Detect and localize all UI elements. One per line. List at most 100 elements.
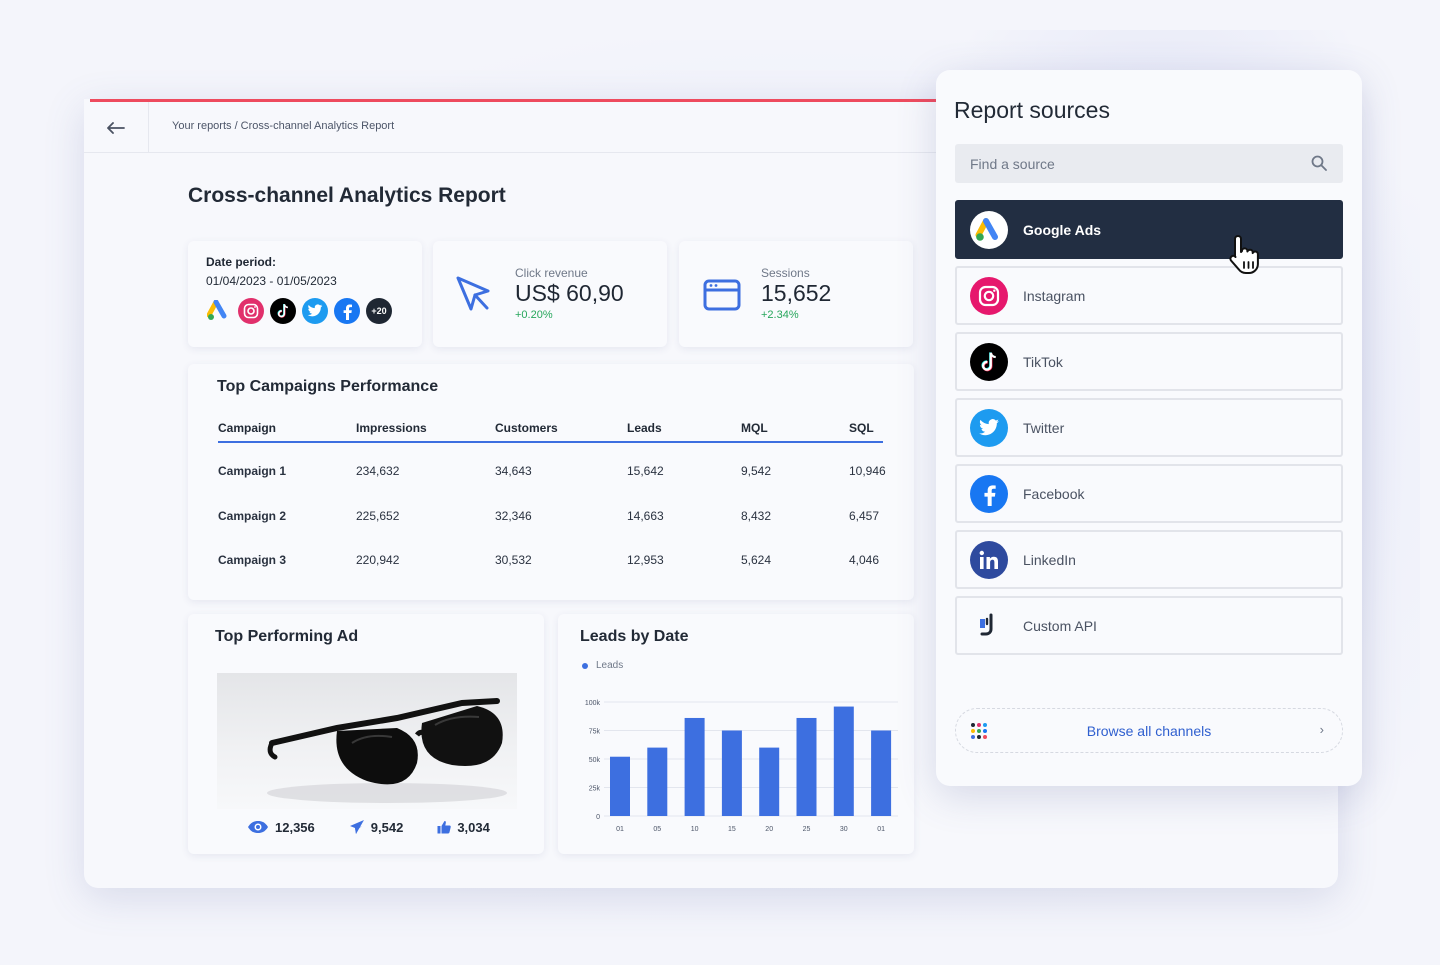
chart-bar[interactable] xyxy=(647,747,668,816)
x-tick-label: 15 xyxy=(728,826,736,833)
table-cell: 14,663 xyxy=(627,509,664,523)
x-tick-label: 05 xyxy=(653,826,661,833)
source-search-input[interactable] xyxy=(955,144,1343,183)
source-item-tiktok[interactable]: TikTok xyxy=(955,332,1343,391)
legend-swatch xyxy=(582,662,588,669)
instagram-icon xyxy=(238,298,264,324)
arrow-left-icon xyxy=(107,121,125,134)
table-cell: 12,953 xyxy=(627,553,664,567)
y-tick-label: 100k xyxy=(585,700,601,707)
table-header-sql[interactable]: SQL xyxy=(849,421,874,435)
thumbs-up-icon xyxy=(437,821,452,834)
source-item-twitter[interactable]: Twitter xyxy=(955,398,1343,457)
leads-bar-chart: 0 25k 50k 75k 100k 01 05 10 15 20 25 30 01 xyxy=(585,700,898,833)
y-tick-label: 25k xyxy=(589,786,601,793)
source-label: Twitter xyxy=(1023,419,1065,436)
x-tick-label: 10 xyxy=(691,826,699,833)
table-cell: 34,643 xyxy=(495,464,532,478)
click-revenue-delta: +0.20% xyxy=(515,309,553,321)
browser-window-icon xyxy=(703,279,741,316)
click-revenue-label: Click revenue xyxy=(515,266,588,280)
source-label: Instagram xyxy=(1023,287,1086,304)
x-tick-label: 20 xyxy=(765,826,773,833)
linkedin-icon xyxy=(970,540,1008,579)
search-icon[interactable] xyxy=(1311,155,1327,171)
more-channels-badge[interactable]: +20 xyxy=(366,298,392,324)
table-cell: Campaign 3 xyxy=(218,553,287,567)
ad-stats: 12,356 9,542 3,034 xyxy=(247,819,490,835)
sessions-label: Sessions xyxy=(761,266,810,280)
leads-by-date-card: Leads by Date Leads 0 25k 50k 75k 100k 01 05 10… xyxy=(558,614,914,854)
legend-label-leads: Leads xyxy=(596,660,624,671)
table-cell: 15,642 xyxy=(627,464,664,478)
back-button[interactable] xyxy=(84,102,149,153)
chart-bar[interactable] xyxy=(684,717,705,816)
table-cell: Campaign 2 xyxy=(218,509,287,523)
source-label: TikTok xyxy=(1023,353,1063,370)
connected-channels: +20 xyxy=(206,298,392,324)
ad-stat-likes: 3,034 xyxy=(437,819,490,835)
table-cell: 9,542 xyxy=(741,464,772,478)
click-revenue-card: Click revenue US$ 60,90 +0.20% xyxy=(433,241,667,347)
breadcrumb[interactable]: Your reports / Cross-channel Analytics R… xyxy=(172,120,395,132)
google-ads-icon xyxy=(206,298,232,324)
custom-api-plug-icon xyxy=(970,607,1008,645)
instagram-icon xyxy=(970,276,1008,315)
facebook-icon xyxy=(334,298,360,324)
date-period-value: 01/04/2023 - 01/05/2023 xyxy=(206,274,337,288)
sessions-delta: +2.34% xyxy=(761,309,799,321)
chevron-right-icon: › xyxy=(1319,722,1324,737)
table-header-impressions[interactable]: Impressions xyxy=(356,421,427,435)
facebook-icon xyxy=(970,474,1008,513)
click-revenue-value: US$ 60,90 xyxy=(515,280,624,306)
ad-likes-value: 3,034 xyxy=(457,819,490,835)
x-tick-label: 25 xyxy=(803,826,811,833)
source-item-instagram[interactable]: Instagram xyxy=(955,266,1343,325)
chart-bar[interactable] xyxy=(871,730,892,817)
table-cell: 220,942 xyxy=(356,553,400,567)
sunglasses-photo[interactable] xyxy=(217,673,517,809)
source-item-facebook[interactable]: Facebook xyxy=(955,464,1343,523)
table-header-mql[interactable]: MQL xyxy=(741,421,768,435)
chart-bar[interactable] xyxy=(721,730,742,817)
eye-icon xyxy=(248,821,268,833)
chart-legend: Leads xyxy=(582,660,623,671)
x-tick-label: 01 xyxy=(877,826,885,833)
top-performing-ad-card: Top Performing Ad 12,356 xyxy=(188,614,544,854)
tiktok-icon xyxy=(970,342,1008,381)
chart-bar[interactable] xyxy=(759,747,780,816)
y-tick-label: 50k xyxy=(589,757,601,764)
sessions-card: Sessions 15,652 +2.34% xyxy=(679,241,913,347)
channels-grid-icon xyxy=(971,723,987,739)
source-label: Google Ads xyxy=(1023,221,1102,238)
source-item-custom-api[interactable]: Custom API xyxy=(955,596,1343,655)
ad-views-value: 12,356 xyxy=(275,819,315,835)
table-cell: Campaign 1 xyxy=(218,464,287,478)
chart-bar[interactable] xyxy=(796,717,817,816)
source-item-google-ads[interactable]: Google Ads xyxy=(955,200,1343,259)
tiktok-icon xyxy=(270,298,296,324)
source-label: LinkedIn xyxy=(1023,551,1076,568)
twitter-icon xyxy=(302,298,328,324)
source-item-linkedin[interactable]: LinkedIn xyxy=(955,530,1343,589)
google-ads-icon xyxy=(970,210,1008,249)
ad-stat-clicks: 9,542 xyxy=(349,819,403,835)
leads-chart-title: Leads by Date xyxy=(580,628,689,645)
chart-bar[interactable] xyxy=(610,756,630,816)
table-header-customers[interactable]: Customers xyxy=(495,421,558,435)
browse-all-channels-button[interactable]: Browse all channels › xyxy=(955,708,1343,753)
browse-all-channels-label: Browse all channels xyxy=(1086,722,1212,739)
y-tick-label: 75k xyxy=(589,729,601,736)
table-header-campaign[interactable]: Campaign xyxy=(218,421,277,435)
chart-bar[interactable] xyxy=(833,706,854,816)
table-header-leads[interactable]: Leads xyxy=(627,421,662,435)
cursor-arrow-icon xyxy=(455,275,493,320)
twitter-icon xyxy=(970,408,1008,447)
send-arrow-icon xyxy=(349,820,364,834)
table-cell: 234,632 xyxy=(356,464,400,478)
x-tick-label: 30 xyxy=(840,826,848,833)
table-cell: 225,652 xyxy=(356,509,400,523)
date-period-card: Date period: 01/04/2023 - 01/05/2023 xyxy=(188,241,422,347)
ad-stat-views: 12,356 xyxy=(247,819,315,835)
source-label: Custom API xyxy=(1023,617,1097,634)
